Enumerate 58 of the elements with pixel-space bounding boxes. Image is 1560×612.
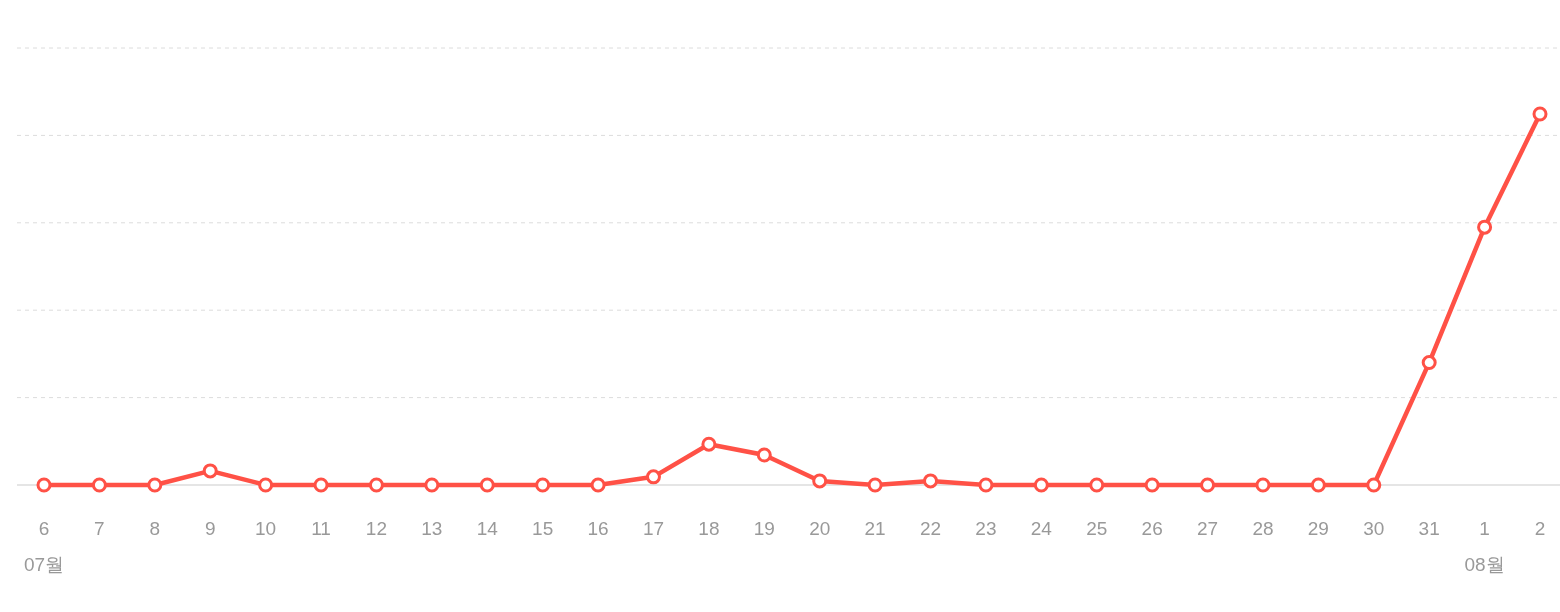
x-tick-label: 15 [532, 518, 554, 539]
point [1255, 477, 1271, 493]
x-tick-label: 21 [864, 518, 886, 539]
x-tick-label: 12 [365, 518, 388, 539]
point [756, 447, 772, 463]
point [535, 477, 551, 493]
point [479, 477, 495, 493]
x-tick-label: 8 [149, 518, 161, 539]
point [1200, 477, 1216, 493]
point [1477, 219, 1493, 235]
point [1144, 477, 1160, 493]
x-tick-label: 31 [1418, 518, 1440, 539]
point [36, 477, 52, 493]
point [1033, 477, 1049, 493]
x-tick-label: 2 [1534, 518, 1546, 539]
text: 08월 [1464, 554, 1505, 575]
point [645, 469, 661, 485]
x-tick-label: 13 [421, 518, 443, 539]
point [202, 463, 218, 479]
x-tick-label: 26 [1141, 518, 1163, 539]
x-tick-label: 22 [919, 518, 942, 539]
x-tick-label: 23 [975, 518, 997, 539]
point [701, 436, 717, 452]
x-tick-label: 11 [311, 518, 331, 539]
point [1532, 106, 1548, 122]
x-tick-label: 29 [1307, 518, 1329, 539]
x-tick-label: 24 [1030, 518, 1053, 539]
point [1366, 477, 1382, 493]
point [867, 477, 883, 493]
point [91, 477, 107, 493]
x-tick-label: 17 [642, 518, 665, 539]
point [147, 477, 163, 493]
point [590, 477, 606, 493]
point [812, 473, 828, 489]
point [368, 477, 384, 493]
x-tick-label: 18 [698, 518, 720, 539]
point [1089, 477, 1105, 493]
x-tick-label: 27 [1196, 518, 1219, 539]
x-tick-label: 14 [476, 518, 499, 539]
point [1310, 477, 1326, 493]
text: 07월 [23, 554, 65, 575]
x-tick-label: 7 [94, 518, 105, 539]
x-tick-label: 16 [587, 518, 609, 539]
point [258, 477, 274, 493]
x-tick-label: 6 [38, 518, 50, 539]
x-tick-label: 30 [1363, 518, 1385, 539]
point [978, 477, 994, 493]
x-tick-label: 9 [204, 518, 216, 539]
point [923, 473, 939, 489]
point [313, 477, 329, 493]
point [424, 477, 440, 493]
x-tick-label: 28 [1252, 518, 1274, 539]
x-tick-label: 20 [809, 518, 831, 539]
point [1421, 355, 1437, 371]
x-tick-label: 19 [753, 518, 775, 539]
x-tick-label: 25 [1086, 518, 1108, 539]
x-tick-label: 1 [1479, 518, 1490, 539]
x-tick-label: 10 [255, 518, 277, 539]
